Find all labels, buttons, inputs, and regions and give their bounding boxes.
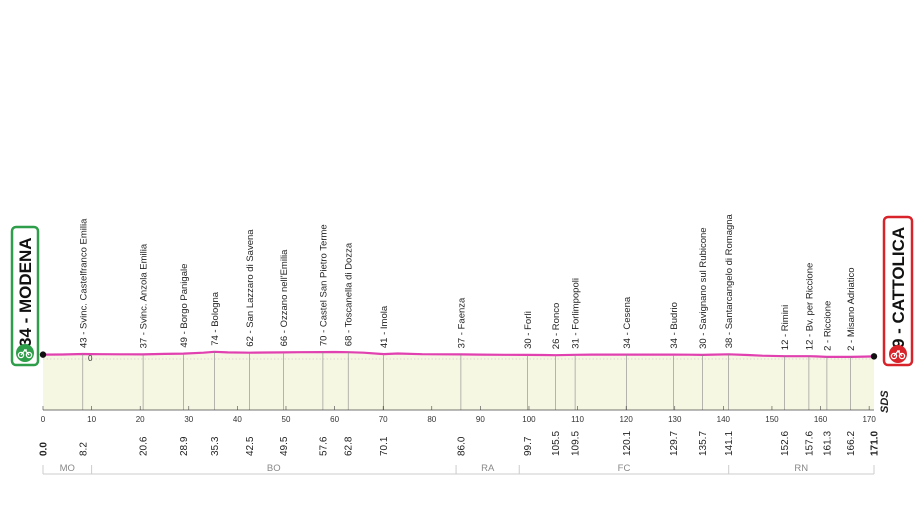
waypoint-label: 30 - Savignano sul Rubicone <box>698 227 709 348</box>
waypoint-labels-layer: 43 - Svinc. Castelfranco Emilia 37 - Svin… <box>78 213 857 350</box>
waypoint-label: 37 - Svinc. Anzola Emilia <box>139 243 150 348</box>
finish-dot <box>870 353 878 360</box>
x-tick-label: 10 <box>87 415 96 424</box>
waypoint-distance-label: 99.7 <box>523 436 534 456</box>
x-tick-label: 70 <box>379 415 388 424</box>
x-tick-label: 100 <box>522 415 536 424</box>
x-tick-label: 110 <box>571 415 584 424</box>
start-badge: 34 - MODENA <box>10 225 40 367</box>
waypoint-distance-label: 141.1 <box>724 431 735 456</box>
x-tick-label: 160 <box>814 415 828 424</box>
waypoint-lines-layer <box>82 351 852 410</box>
waypoint-distance-label: 35.3 <box>210 436 221 456</box>
waypoint-label: 12 - Rimini <box>780 305 791 350</box>
start-label: 34 - MODENA <box>16 237 35 347</box>
waypoint-distance-label: 86.0 <box>456 436 467 456</box>
waypoint-distance-label: 120.1 <box>622 431 633 456</box>
waypoint-distance-label: 105.5 <box>551 431 562 456</box>
waypoint-label: 2 - Misano Adriatico <box>846 267 857 350</box>
waypoint-label: 41 - Imola <box>379 305 390 348</box>
x-tick-label: 140 <box>717 415 731 424</box>
waypoint-label: 37 - Faenza <box>456 297 467 348</box>
province-label: MO <box>60 463 75 474</box>
waypoint-distance-label: 129.7 <box>669 431 680 456</box>
waypoint-distance-label: 20.6 <box>139 436 150 456</box>
x-tick-label: 80 <box>427 415 436 424</box>
waypoint-label: 12 - Bv. per Riccione <box>804 263 815 350</box>
waypoint-distance-label: 0.0 <box>39 442 50 456</box>
waypoint-distance-label: 109.5 <box>571 431 582 456</box>
y-axis-zero-label: 0 <box>88 354 93 363</box>
waypoint-label: 31 - Forlimpopoli <box>571 278 582 349</box>
waypoint-distance-label: 135.7 <box>698 431 709 456</box>
finish-badge: 9 - CATTOLICA <box>882 215 914 367</box>
waypoint-distance-label: 152.6 <box>780 431 791 456</box>
waypoint-label: 70 - Castel San Pietro Terme <box>318 224 329 346</box>
waypoint-label: 34 - Budrio <box>669 302 680 348</box>
waypoint-distance-label: 161.3 <box>822 431 833 456</box>
finish-label: 9 - CATTOLICA <box>889 227 908 348</box>
province-label: BO <box>267 463 281 474</box>
x-tick-label: 50 <box>282 415 291 424</box>
profile-area <box>43 351 874 410</box>
waypoint-label: 34 - Cesena <box>622 296 633 348</box>
waypoint-label: 43 - Svinc. Castelfranco Emilia <box>78 218 89 348</box>
waypoint-distance-label: 57.6 <box>318 436 329 456</box>
x-tick-label: 90 <box>476 415 485 424</box>
x-tick-label: 150 <box>765 415 779 424</box>
waypoint-label: 2 - Riccione <box>822 301 833 351</box>
x-tick-label: 130 <box>668 415 682 424</box>
province-label: FC <box>618 463 631 474</box>
sds-logo: SDS <box>879 390 891 413</box>
x-tick-label: 60 <box>330 415 339 424</box>
waypoint-distance-label: 166.2 <box>846 431 857 456</box>
waypoint-distance-label: 171.0 <box>870 431 881 456</box>
distance-labels-layer: 0.0 8.2 20.6 28.9 35.3 42.5 49.5 57.6 62.8 70.1 86… <box>39 431 881 456</box>
profile-area-layer <box>39 350 878 410</box>
waypoint-distance-label: 42.5 <box>245 436 256 456</box>
waypoint-distance-label: 49.5 <box>279 436 290 456</box>
waypoint-distance-label: 62.8 <box>344 436 355 456</box>
waypoint-label: 26 - Ronco <box>551 303 562 349</box>
waypoint-distance-label: 70.1 <box>379 436 390 456</box>
province-label: RN <box>794 463 808 474</box>
waypoint-label: 49 - Borgo Panigale <box>179 264 190 348</box>
x-tick-label: 120 <box>619 415 633 424</box>
x-tick-label: 30 <box>184 415 193 424</box>
province-bar: MO BO RA FC RN <box>42 463 875 475</box>
x-tick-label: 20 <box>136 415 145 424</box>
waypoint-label: 74 - Bologna <box>210 291 221 346</box>
waypoint-distance-label: 8.2 <box>78 442 89 456</box>
x-tick-label: 0 <box>41 415 46 424</box>
waypoint-label: 38 - Santarcangelo di Romagna <box>724 213 735 348</box>
waypoint-label: 68 - Toscanella di Dozza <box>344 242 355 346</box>
waypoint-label: 30 - Forlì <box>523 311 534 349</box>
x-tick-label: 170 <box>862 415 876 424</box>
province-label: RA <box>481 463 495 474</box>
x-tick-label: 40 <box>233 415 242 424</box>
waypoint-label: 66 - Ozzano nell'Emilia <box>279 249 290 347</box>
waypoint-distance-label: 157.6 <box>804 431 815 456</box>
waypoint-distance-label: 28.9 <box>179 436 190 456</box>
start-dot <box>39 351 47 358</box>
x-axis: 0 10 20 30 40 50 60 70 80 90 100 110 120 130 140 150 160… <box>41 406 876 424</box>
waypoint-label: 62 - San Lazzaro di Savena <box>245 229 256 347</box>
profile-line <box>42 350 875 358</box>
